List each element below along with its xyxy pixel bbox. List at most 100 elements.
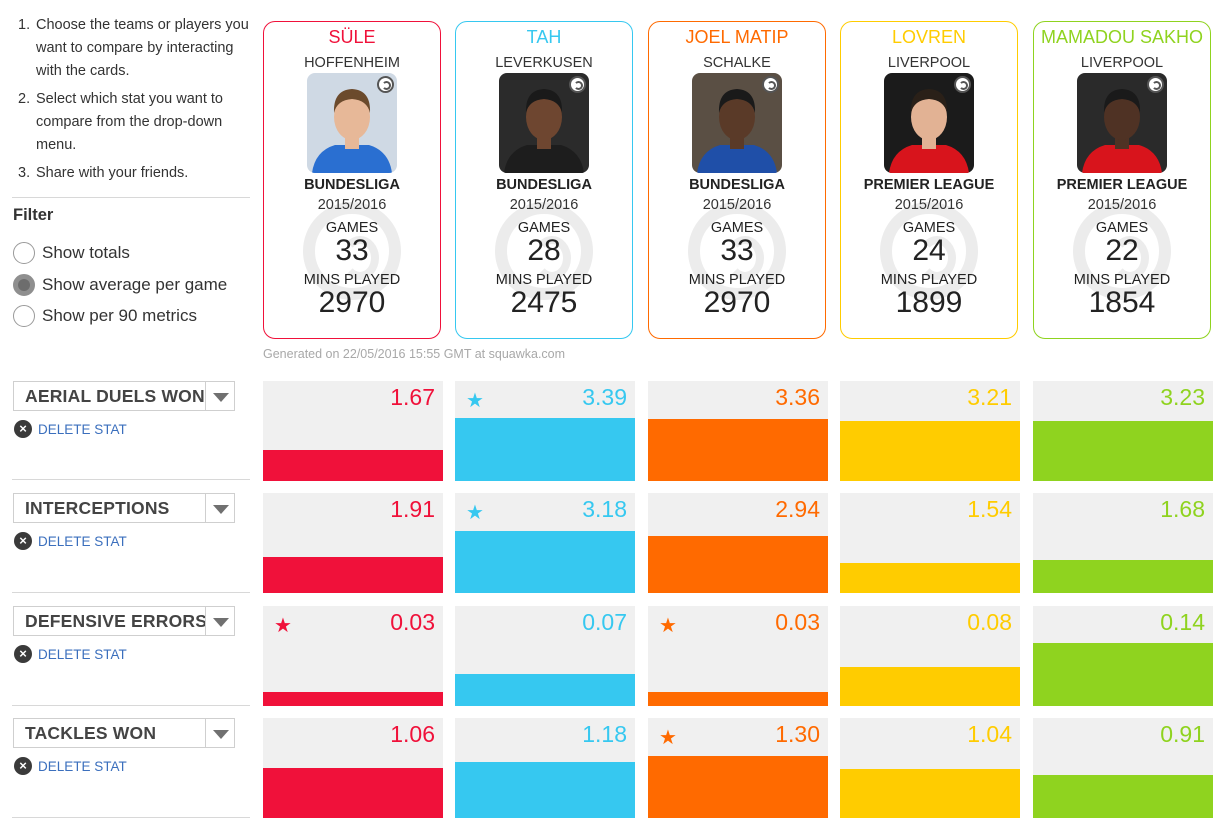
- games-label: GAMES: [517, 220, 571, 236]
- stat-cell: 3.18 ★: [455, 493, 635, 593]
- delete-stat-label[interactable]: DELETE STAT: [38, 758, 127, 774]
- stat-cell: 0.91: [1033, 718, 1213, 818]
- stat-value: 0.03: [390, 609, 435, 635]
- chevron-down-icon[interactable]: [205, 719, 234, 747]
- games-label: GAMES: [710, 220, 764, 236]
- divider: [12, 479, 250, 480]
- stat-cell: 0.14: [1033, 606, 1213, 706]
- player-name: JOEL MATIP: [685, 27, 789, 47]
- stat-bar: [648, 536, 828, 593]
- filter-option-per90[interactable]: Show per 90 metrics: [13, 305, 197, 327]
- delete-stat-button[interactable]: × DELETE STAT: [14, 757, 127, 775]
- divider: [12, 592, 250, 593]
- close-circle-icon[interactable]: ×: [14, 645, 32, 663]
- player-card-tah[interactable]: TAH LEVERKUSEN BUNDESLIGA 2015/2016 GAME…: [455, 21, 633, 339]
- chevron-down-icon[interactable]: [205, 382, 234, 410]
- radio-button-icon[interactable]: [13, 305, 35, 327]
- stat-dropdown-label: DEFENSIVE ERRORS: [25, 611, 205, 631]
- star-icon: ★: [659, 727, 677, 749]
- player-card-sule[interactable]: SÜLE HOFFENHEIM BUNDESLIGA 2015/2016 GAM…: [263, 21, 441, 339]
- stat-dropdown-defensive-errors[interactable]: DEFENSIVE ERRORS: [13, 606, 235, 636]
- delete-stat-label[interactable]: DELETE STAT: [38, 421, 127, 437]
- close-circle-icon[interactable]: ×: [14, 532, 32, 550]
- stat-bar: [263, 692, 443, 706]
- stat-cell: 1.18: [455, 718, 635, 818]
- stat-cell: 1.54: [840, 493, 1020, 593]
- instruction-number: 2.: [18, 91, 31, 107]
- filter-option-totals[interactable]: Show totals: [13, 242, 130, 264]
- chevron-down-icon[interactable]: [205, 494, 234, 522]
- stat-bar: [263, 450, 443, 481]
- mins-value: 2475: [510, 286, 578, 319]
- player-league: BUNDESLIGA: [496, 177, 592, 193]
- player-photo-image: [1077, 73, 1167, 173]
- games-value: 33: [720, 234, 754, 267]
- player-league: BUNDESLIGA: [689, 177, 785, 193]
- stat-value: 1.18: [582, 721, 627, 747]
- radio-button-icon[interactable]: [13, 242, 35, 264]
- star-icon: ★: [466, 502, 484, 524]
- player-name: LOVREN: [891, 27, 967, 47]
- filter-option-label: Show totals: [42, 243, 130, 262]
- stat-cell: 0.03 ★: [648, 606, 828, 706]
- stat-bar: [840, 667, 1020, 706]
- stat-bar: [455, 674, 635, 706]
- delete-stat-label[interactable]: DELETE STAT: [38, 533, 127, 549]
- close-circle-icon[interactable]: ×: [14, 757, 32, 775]
- player-card-sakho[interactable]: MAMADOU SAKHO LIVERPOOL PREMIER LEAGUE 2…: [1033, 21, 1211, 339]
- close-circle-icon[interactable]: ×: [14, 420, 32, 438]
- mins-value: 1854: [1088, 286, 1156, 319]
- mins-value: 2970: [318, 286, 386, 319]
- games-value: 33: [335, 234, 369, 267]
- stat-dropdown-label: AERIAL DUELS WON: [25, 386, 205, 406]
- instruction-item: 1. Choose the teams or players you want t…: [14, 14, 250, 83]
- stat-value: 1.30: [775, 721, 820, 747]
- player-card-matip[interactable]: JOEL MATIP SCHALKE BUNDESLIGA 2015/2016 …: [648, 21, 826, 339]
- player-photo: [692, 73, 782, 173]
- player-season: 2015/2016: [317, 197, 387, 213]
- mins-value: 1899: [895, 286, 963, 319]
- stat-cell: 1.04: [840, 718, 1020, 818]
- mins-label: MINS PLAYED: [688, 272, 786, 288]
- stat-value: 1.04: [967, 721, 1012, 747]
- stat-bar: [648, 419, 828, 481]
- squawka-logo-icon: [569, 76, 586, 93]
- stat-bar: [1033, 775, 1213, 818]
- delete-stat-button[interactable]: × DELETE STAT: [14, 420, 127, 438]
- stat-cell: 1.68: [1033, 493, 1213, 593]
- player-card-lovren[interactable]: LOVREN LIVERPOOL PREMIER LEAGUE 2015/201…: [840, 21, 1018, 339]
- player-name: TAH: [526, 27, 562, 47]
- player-league: PREMIER LEAGUE: [1056, 177, 1188, 193]
- stat-cell: 0.07: [455, 606, 635, 706]
- stat-value: 3.36: [775, 384, 820, 410]
- instructions-list: 1. Choose the teams or players you want t…: [14, 14, 250, 190]
- stat-cell: 1.06: [263, 718, 443, 818]
- delete-stat-button[interactable]: × DELETE STAT: [14, 532, 127, 550]
- player-photo: [1077, 73, 1167, 173]
- instruction-item: 2. Select which stat you want to compare …: [14, 88, 250, 157]
- player-club: LEVERKUSEN: [495, 55, 593, 71]
- player-photo: [307, 73, 397, 173]
- mins-value: 2970: [703, 286, 771, 319]
- divider: [12, 705, 250, 706]
- stat-dropdown-interceptions[interactable]: INTERCEPTIONS: [13, 493, 235, 523]
- instruction-item: 3. Share with your friends.: [14, 162, 250, 185]
- chevron-down-icon[interactable]: [205, 607, 234, 635]
- filter-option-average[interactable]: Show average per game: [13, 274, 227, 296]
- delete-stat-label[interactable]: DELETE STAT: [38, 646, 127, 662]
- filter-option-label: Show per 90 metrics: [42, 306, 197, 325]
- stat-bar: [648, 692, 828, 706]
- stat-dropdown-tackles-won[interactable]: TACKLES WON: [13, 718, 235, 748]
- player-league: PREMIER LEAGUE: [863, 177, 995, 193]
- stat-value: 0.14: [1160, 609, 1205, 635]
- stat-value: 3.39: [582, 384, 627, 410]
- player-club: LIVERPOOL: [887, 55, 971, 71]
- stat-dropdown-aerial-duels[interactable]: AERIAL DUELS WON: [13, 381, 235, 411]
- games-value: 28: [527, 234, 561, 267]
- stat-bar: [840, 563, 1020, 593]
- radio-button-icon[interactable]: [13, 274, 35, 296]
- filter-option-label: Show average per game: [42, 275, 228, 294]
- stat-bar: [840, 769, 1020, 818]
- player-photo: [884, 73, 974, 173]
- delete-stat-button[interactable]: × DELETE STAT: [14, 645, 127, 663]
